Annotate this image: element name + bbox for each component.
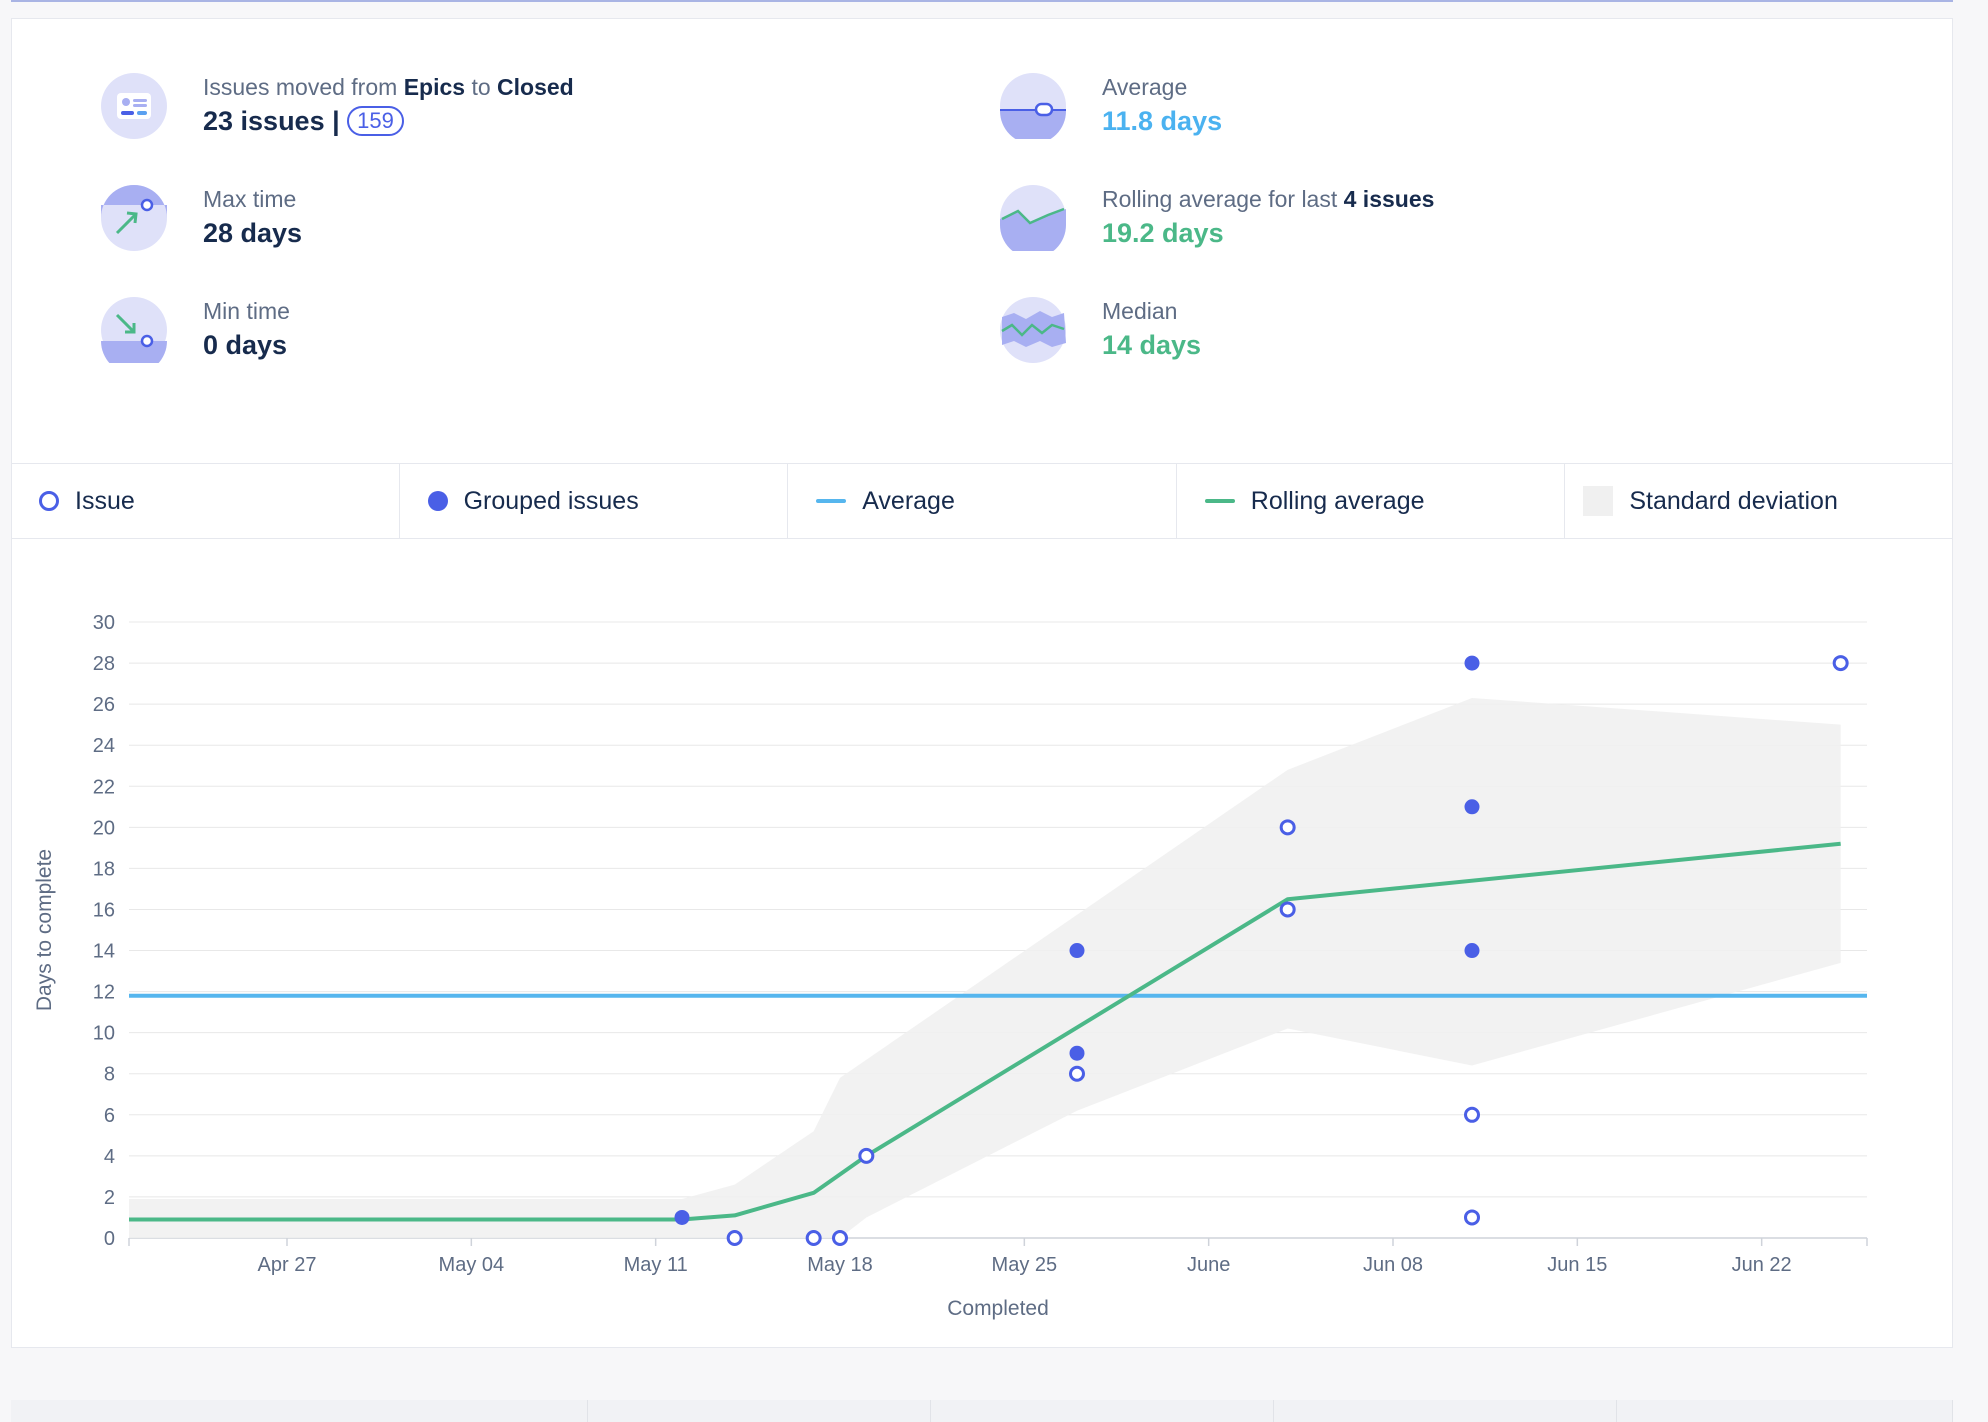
average-line-icon (816, 499, 847, 503)
stat-max-value: 28 days (203, 218, 303, 248)
stat-moved: Issues moved from Epics to Closed 23 iss… (101, 72, 574, 140)
y-tick-label: 2 (104, 1187, 115, 1209)
stat-median-value: 14 days (1102, 330, 1202, 360)
y-tick-label: 10 (93, 1023, 115, 1045)
legend-issue-label: Issue (75, 486, 135, 515)
y-tick-label: 12 (93, 982, 115, 1004)
x-tick-label: Jun 08 (1363, 1254, 1423, 1276)
stat-moved-value: 23 issues | 159 (203, 102, 574, 140)
y-tick-label: 22 (93, 776, 115, 798)
issue-point (805, 1230, 822, 1246)
issue-point (1832, 655, 1849, 672)
y-tick-label: 26 (93, 694, 115, 716)
y-tick-label: 8 (104, 1064, 115, 1086)
issue-point (1279, 819, 1296, 836)
x-tick-label: Apr 27 (258, 1254, 317, 1276)
x-axis-label: Completed (947, 1297, 1049, 1320)
y-tick-label: 6 (104, 1105, 115, 1127)
y-tick-label: 14 (93, 941, 115, 963)
x-tick-label: May 25 (992, 1254, 1058, 1276)
stat-rolling-value: 19.2 days (1102, 218, 1224, 248)
issue-marker-icon (39, 491, 59, 511)
median-icon (1000, 297, 1066, 363)
issue-point (858, 1147, 875, 1164)
issue-point (1464, 1209, 1480, 1226)
y-tick-label: 16 (93, 899, 115, 921)
legend-rolling-label: Rolling average (1250, 486, 1425, 515)
issue-point (1069, 1065, 1085, 1082)
stat-median: Median 14 days (1000, 296, 1201, 364)
stat-moved-label: Issues moved from Epics to Closed (203, 74, 574, 100)
y-tick-label: 18 (93, 858, 115, 880)
x-tick-label: May 04 (439, 1254, 505, 1276)
issue-card-icon (101, 73, 167, 139)
legend-rolling[interactable]: Rolling average (1177, 464, 1566, 538)
y-tick-label: 4 (104, 1146, 115, 1168)
average-icon (1000, 73, 1066, 139)
y-tick-label: 28 (93, 653, 115, 675)
stat-average-label: Average (1102, 74, 1188, 100)
stat-max-label: Max time (203, 186, 297, 212)
grouped-issue-point (1464, 655, 1480, 671)
x-tick-label: June (1187, 1254, 1230, 1276)
stat-min-label: Min time (203, 298, 290, 324)
grouped-issue-point (674, 1209, 690, 1225)
bottom-table-header (11, 1400, 1953, 1422)
stat-average-value: 11.8 days (1102, 106, 1223, 136)
stat-average: Average 11.8 days (1000, 72, 1222, 140)
rolling-line-icon (1204, 499, 1235, 503)
x-tick-label: Jun 22 (1732, 1254, 1792, 1276)
top-accent-bar (11, 0, 1953, 2)
legend-issue[interactable]: Issue (11, 464, 400, 538)
x-tick-label: May 18 (807, 1254, 873, 1276)
rolling-average-icon (1000, 185, 1066, 251)
trend-down-icon (101, 297, 167, 363)
legend-average-label: Average (862, 486, 955, 515)
issue-point (1279, 901, 1296, 918)
issue-point (726, 1230, 743, 1246)
stat-rolling-label: Rolling average for last 4 issues (1102, 186, 1435, 212)
chart-legend: Issue Grouped issues Average Rolling ave… (11, 463, 1953, 539)
grouped-marker-icon (427, 491, 448, 511)
stat-median-label: Median (1102, 298, 1178, 324)
y-tick-label: 24 (93, 735, 115, 757)
legend-average[interactable]: Average (788, 464, 1177, 538)
stddev-band (129, 697, 1841, 1238)
stat-max: Max time 28 days (101, 184, 302, 252)
legend-stddev-label: Standard deviation (1629, 486, 1838, 515)
x-tick-label: May 11 (624, 1254, 688, 1276)
y-axis-label: Days to complete (33, 849, 56, 1011)
legend-grouped[interactable]: Grouped issues (400, 464, 789, 538)
legend-grouped-label: Grouped issues (463, 486, 639, 515)
x-tick-label: Jun 15 (1547, 1254, 1607, 1276)
y-tick-label: 30 (93, 612, 115, 634)
trend-up-icon (101, 185, 167, 251)
stddev-swatch-icon (1583, 486, 1614, 516)
stat-min: Min time 0 days (101, 296, 290, 364)
grouped-issue-point (1069, 943, 1085, 959)
legend-stddev[interactable]: Standard deviation (1565, 464, 1953, 538)
issue-count-badge[interactable]: 159 (347, 106, 404, 136)
grouped-issue-point (1069, 1045, 1085, 1061)
grouped-issue-point (1464, 943, 1480, 959)
y-tick-label: 0 (104, 1228, 115, 1250)
issue-point (1464, 1106, 1480, 1123)
issue-point (832, 1230, 848, 1246)
stat-min-value: 0 days (203, 330, 288, 360)
stat-rolling: Rolling average for last 4 issues 19.2 d… (1000, 184, 1434, 252)
y-tick-label: 20 (93, 817, 115, 839)
grouped-issue-point (1464, 799, 1480, 815)
